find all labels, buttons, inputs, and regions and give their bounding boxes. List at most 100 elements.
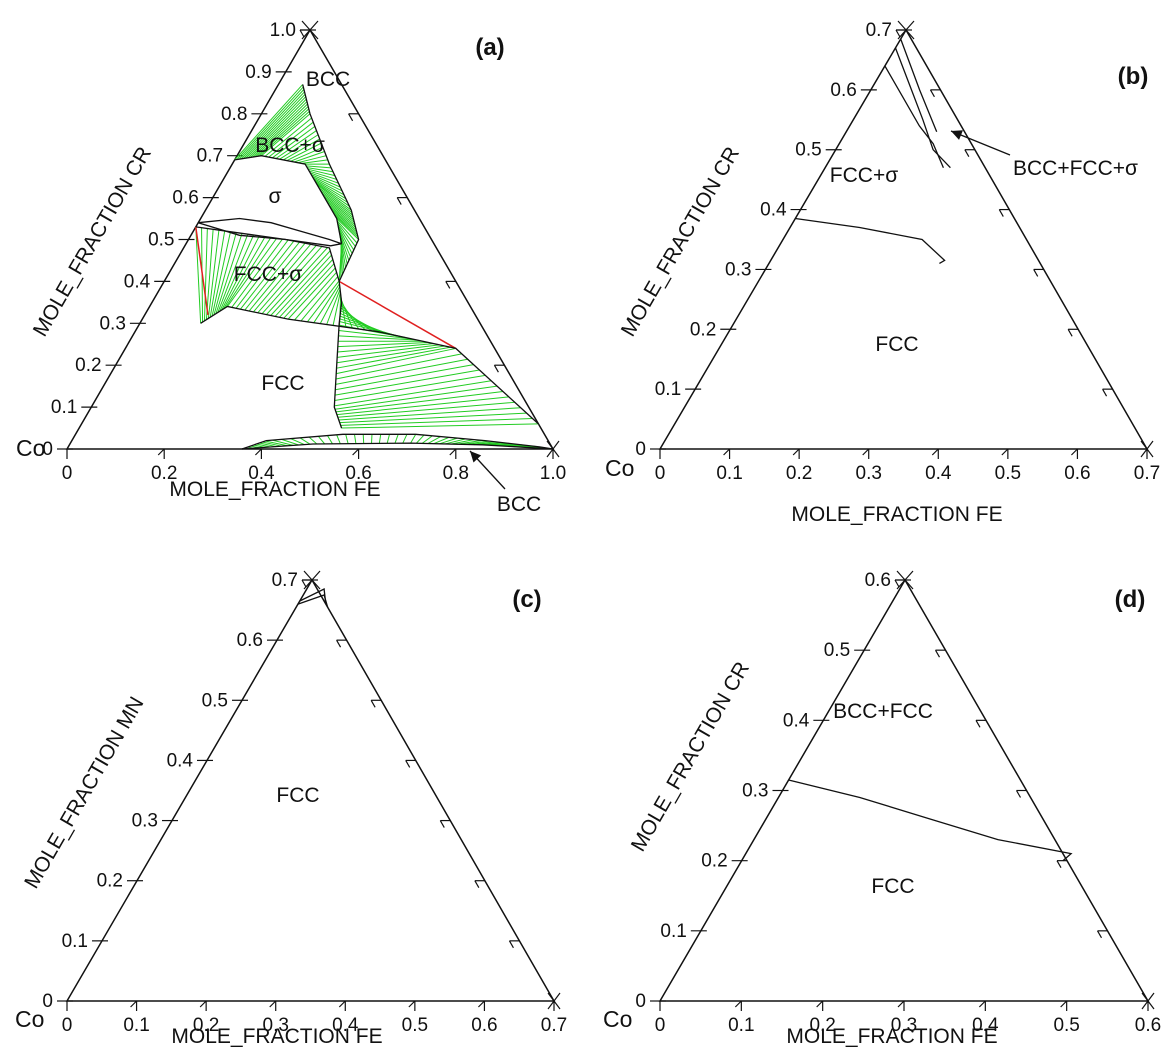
y-tick-label: 0.3	[99, 313, 125, 334]
tie-line	[336, 348, 456, 373]
tie-line	[416, 435, 424, 443]
y-tick-label: 0.2	[690, 319, 716, 340]
x-tick-label: 0.6	[1064, 463, 1090, 484]
x-tick-label: 0.1	[716, 463, 742, 484]
right-tick-hook	[976, 720, 980, 727]
panel-label: (d)	[1115, 586, 1146, 613]
y-tick-label: 0.1	[655, 379, 681, 400]
y-tick-label: 0.8	[221, 104, 247, 125]
y-tick-label: 0.4	[760, 200, 787, 221]
x-tick-diag	[158, 449, 164, 455]
right-tick-hook	[1017, 791, 1021, 798]
right-tick-hook	[965, 150, 969, 157]
y-tick-label: 0.3	[725, 259, 751, 280]
x-tick-label: 0.1	[728, 1015, 754, 1036]
x-tick-label: 0.6	[471, 1015, 497, 1036]
y-tick-label: 0.5	[795, 140, 821, 161]
region-label: BCC	[306, 68, 350, 91]
y-tick-label: 0.6	[865, 570, 891, 591]
x-axis-title: MOLE_FRACTION FE	[791, 503, 1002, 526]
corner-label: Co	[16, 435, 45, 461]
x-tick-label: 1.0	[540, 463, 566, 484]
right-tick-hook	[475, 881, 479, 888]
panel-d: 0 0.1 0.2 0.3 0.4 0.5 0.600.10.20.30.40.50.6BC…	[603, 570, 1161, 1048]
right-tick-hook	[509, 941, 513, 948]
y-tick-label: 0.6	[237, 630, 263, 651]
phase-boundary-fcc-sigma-lower	[201, 307, 539, 424]
y-tick-label: 0.6	[830, 80, 856, 101]
tie-line	[335, 365, 473, 390]
tie-line	[309, 437, 317, 444]
y-tick-label: 0.5	[148, 230, 174, 251]
x-tick-diag	[1071, 449, 1077, 455]
corner-label: Co	[603, 1006, 632, 1032]
y-tick-label: 0.7	[272, 570, 298, 591]
tie-line	[354, 434, 355, 443]
right-tick-hook	[371, 700, 375, 707]
region-label: BCC+FCC	[833, 700, 933, 723]
tie-line	[338, 342, 428, 346]
x-tick-diag	[1061, 1001, 1067, 1007]
right-tick-hook	[440, 821, 444, 828]
y-tick-label: 0.1	[62, 931, 88, 952]
x-tick-label: 0	[62, 1015, 73, 1036]
y-tick-label: 0.7	[197, 146, 223, 167]
x-tick-diag	[898, 1001, 904, 1007]
x-axis-title: MOLE_FRACTION FE	[171, 1025, 382, 1048]
right-tick-hook	[1068, 329, 1072, 336]
tie-line	[336, 354, 462, 379]
triangle-frame	[660, 30, 1147, 449]
x-tick-diag	[409, 1001, 415, 1007]
tie-line	[318, 436, 324, 444]
phase-boundary-sigma-bottom	[198, 223, 341, 246]
y-tick-label: 1.0	[270, 20, 296, 41]
right-tick-hook	[397, 198, 401, 205]
x-axis-title: MOLE_FRACTION FE	[169, 478, 380, 501]
x-tick-diag	[724, 449, 730, 455]
right-tick-hook	[930, 90, 934, 97]
panel-label: (c)	[512, 586, 541, 613]
y-axis-title: MOLE_FRACTION CR	[29, 143, 156, 340]
right-tick-hook	[1034, 269, 1038, 276]
panel-label: (b)	[1118, 63, 1149, 90]
right-tick-hook	[896, 30, 900, 37]
x-tick-diag	[270, 1001, 276, 1007]
x-tick-diag	[863, 449, 869, 455]
x-tick-label: 0.1	[123, 1015, 149, 1036]
tie-line	[379, 434, 380, 443]
region-label: σ	[269, 185, 282, 208]
region-label: FCC	[261, 372, 304, 395]
triangle-frame	[660, 580, 1148, 1001]
x-tick-diag	[339, 1001, 345, 1007]
y-tick-label: 0.2	[75, 355, 101, 376]
region-label: BCC+σ	[255, 134, 325, 157]
x-tick-diag	[353, 449, 359, 455]
x-tick-label: 0	[62, 463, 73, 484]
tie-line	[403, 434, 407, 443]
x-tick-diag	[450, 449, 456, 455]
panel-b: 0 0.1 0.2 0.3 0.4 0.5 0.6 0.700.10.20.30.40.50.…	[605, 20, 1160, 526]
y-axis-title: MOLE_FRACTION MN	[20, 693, 148, 892]
x-tick-diag	[200, 1001, 206, 1007]
region-label: FCC+σ	[830, 164, 898, 187]
x-tick-label: 0	[655, 463, 666, 484]
phase-boundary-fcc-sigma	[795, 219, 944, 264]
y-tick-label: 0.4	[124, 271, 151, 292]
x-tick-diag	[1002, 449, 1008, 455]
y-tick-label: 0.6	[172, 188, 198, 209]
x-tick-label: 0.7	[541, 1015, 567, 1036]
phase-boundary-fcc-bcc	[789, 780, 1072, 861]
right-tick-hook	[349, 114, 353, 121]
right-tick-hook	[302, 580, 306, 587]
tie-line	[336, 359, 468, 384]
x-tick-diag	[932, 449, 938, 455]
corner-label: Co	[605, 455, 634, 481]
x-tick-label: 0.3	[856, 463, 882, 484]
y-tick-label: 0.5	[824, 640, 850, 661]
right-tick-hook	[494, 365, 498, 372]
panel-label: (a)	[475, 34, 504, 61]
y-tick-label: 0	[635, 439, 646, 460]
y-tick-label: 0.2	[97, 871, 123, 892]
tie-line	[346, 434, 348, 443]
